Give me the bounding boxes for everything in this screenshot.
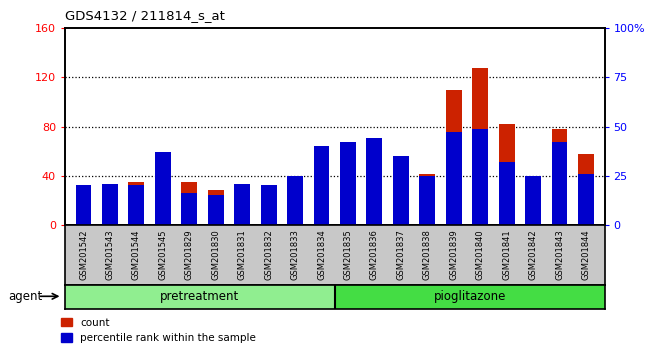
Bar xyxy=(102,184,118,225)
Text: GDS4132 / 211814_s_at: GDS4132 / 211814_s_at xyxy=(65,9,225,22)
Text: GSM201833: GSM201833 xyxy=(291,229,300,280)
Bar xyxy=(578,154,594,225)
Text: agent: agent xyxy=(8,290,43,303)
Text: GSM201544: GSM201544 xyxy=(132,229,141,280)
Bar xyxy=(552,142,567,225)
Bar xyxy=(75,185,92,225)
Text: GSM201844: GSM201844 xyxy=(582,229,590,280)
Legend: count, percentile rank within the sample: count, percentile rank within the sample xyxy=(57,314,260,347)
Bar xyxy=(181,193,197,225)
Text: pretreatment: pretreatment xyxy=(161,290,239,303)
Bar xyxy=(419,176,436,225)
Text: GSM201841: GSM201841 xyxy=(502,229,511,280)
Bar xyxy=(129,185,144,225)
Bar xyxy=(473,129,488,225)
Text: GSM201837: GSM201837 xyxy=(396,229,406,280)
Bar xyxy=(446,90,462,225)
Bar xyxy=(367,138,382,225)
Bar xyxy=(393,156,409,225)
Bar xyxy=(313,170,330,225)
Bar xyxy=(102,183,118,225)
Bar xyxy=(340,142,356,225)
Text: GSM201840: GSM201840 xyxy=(476,229,485,280)
Bar xyxy=(287,176,303,225)
Bar xyxy=(234,188,250,225)
Bar xyxy=(393,170,409,225)
Text: pioglitazone: pioglitazone xyxy=(434,290,506,303)
Bar xyxy=(552,129,567,225)
Bar xyxy=(335,285,604,309)
Bar xyxy=(75,185,92,225)
Text: GSM201834: GSM201834 xyxy=(317,229,326,280)
Bar xyxy=(499,124,515,225)
Bar xyxy=(525,176,541,225)
Bar xyxy=(65,285,335,309)
Bar xyxy=(499,162,515,225)
Bar xyxy=(446,132,462,225)
Bar xyxy=(181,182,197,225)
Text: GSM201832: GSM201832 xyxy=(264,229,273,280)
Bar xyxy=(208,195,224,225)
Text: GSM201839: GSM201839 xyxy=(449,229,458,280)
Text: GSM201842: GSM201842 xyxy=(528,229,538,280)
Bar xyxy=(208,190,224,225)
Text: GSM201543: GSM201543 xyxy=(105,229,114,280)
Text: GSM201829: GSM201829 xyxy=(185,229,194,280)
Text: GSM201838: GSM201838 xyxy=(422,229,432,280)
Bar xyxy=(155,155,171,225)
Text: GSM201843: GSM201843 xyxy=(555,229,564,280)
Bar xyxy=(525,176,541,225)
Bar xyxy=(261,188,276,225)
Text: GSM201831: GSM201831 xyxy=(238,229,247,280)
Bar xyxy=(261,185,276,225)
Bar xyxy=(234,183,250,225)
Bar xyxy=(473,68,488,225)
Bar xyxy=(419,175,436,225)
Bar xyxy=(313,146,330,225)
Bar xyxy=(129,182,144,225)
Text: GSM201545: GSM201545 xyxy=(159,229,167,280)
Bar xyxy=(155,152,171,225)
Text: GSM201830: GSM201830 xyxy=(211,229,220,280)
Text: GSM201836: GSM201836 xyxy=(370,229,379,280)
Bar xyxy=(287,176,303,225)
Text: GSM201835: GSM201835 xyxy=(343,229,352,280)
Bar xyxy=(367,145,382,225)
Text: GSM201542: GSM201542 xyxy=(79,229,88,280)
Bar xyxy=(340,151,356,225)
Bar xyxy=(578,174,594,225)
